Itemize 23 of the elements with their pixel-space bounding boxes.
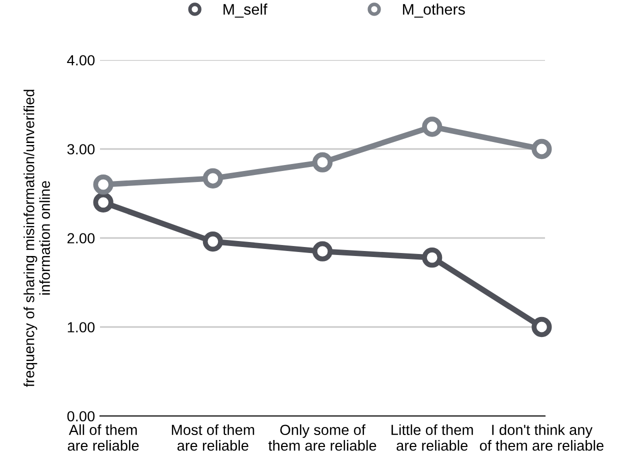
point — [532, 316, 552, 338]
x-tick-label: Only some of them are reliable — [268, 424, 376, 451]
x-tick-label: I don't think any of them are reliable — [480, 424, 604, 451]
point — [422, 116, 442, 137]
legend-label: M_others — [403, 4, 465, 18]
point — [532, 138, 552, 160]
point — [312, 241, 333, 262]
point — [422, 248, 442, 268]
y-axis-title: frequency of sharing misinformation/unverified information online — [24, 90, 50, 387]
point — [202, 231, 223, 252]
point — [312, 152, 333, 172]
x-tick-label: All of them are reliable — [68, 424, 139, 451]
x-tick-label: Most of them are reliable — [172, 424, 254, 451]
y-tick-label: 1.00 — [68, 322, 95, 332]
y-tick-label: 2.00 — [67, 233, 95, 244]
x-tick-label: Little of them are reliable — [392, 424, 473, 451]
y-tick-label: 4.00 — [67, 55, 95, 66]
point — [93, 192, 114, 212]
point — [202, 168, 223, 188]
point — [93, 174, 114, 195]
y-tick-label: 3.00 — [67, 144, 95, 154]
legend-label: M_self — [224, 4, 268, 18]
y-tick-label: 0.00 — [67, 411, 95, 422]
